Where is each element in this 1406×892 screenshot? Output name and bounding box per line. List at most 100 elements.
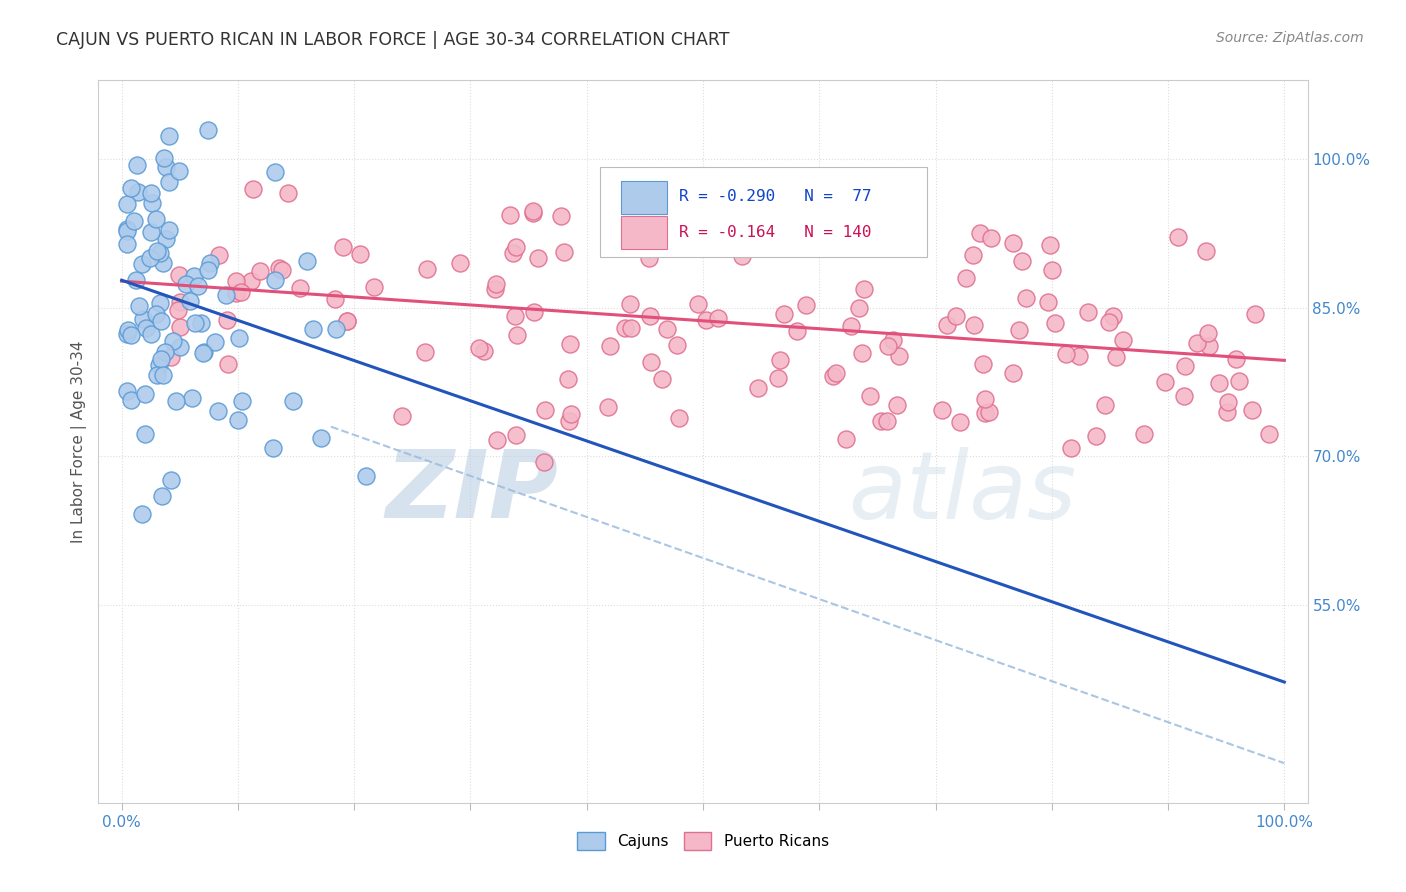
FancyBboxPatch shape bbox=[600, 167, 927, 257]
Point bbox=[165, 394, 187, 409]
Point bbox=[1258, 426, 1281, 441]
Point bbox=[534, 402, 557, 417]
Point bbox=[522, 206, 544, 220]
Point bbox=[150, 489, 173, 503]
Point bbox=[502, 245, 524, 260]
Point bbox=[1197, 326, 1219, 340]
Point bbox=[617, 199, 640, 213]
Point bbox=[523, 305, 546, 319]
Point bbox=[415, 345, 437, 359]
Point bbox=[208, 248, 231, 262]
Point bbox=[1014, 291, 1036, 305]
Point bbox=[157, 176, 180, 190]
Point bbox=[1174, 359, 1197, 373]
Point bbox=[533, 455, 555, 469]
Point bbox=[686, 297, 709, 311]
Point bbox=[1040, 262, 1063, 277]
Point bbox=[240, 274, 263, 288]
Point bbox=[557, 372, 579, 386]
Point bbox=[309, 432, 332, 446]
Point bbox=[949, 415, 972, 429]
Point bbox=[226, 412, 249, 426]
Point bbox=[264, 273, 287, 287]
Point bbox=[160, 473, 183, 487]
Point bbox=[731, 249, 754, 263]
Point bbox=[550, 209, 572, 223]
Point bbox=[157, 222, 180, 236]
Point bbox=[336, 314, 359, 328]
Point bbox=[325, 322, 347, 336]
Point bbox=[117, 323, 139, 337]
Point bbox=[217, 313, 239, 327]
Point bbox=[204, 334, 226, 349]
Point bbox=[125, 158, 148, 172]
Text: atlas: atlas bbox=[848, 447, 1077, 538]
Point bbox=[657, 322, 679, 336]
Point bbox=[1094, 398, 1116, 412]
Point bbox=[1227, 374, 1250, 388]
Point bbox=[1008, 323, 1031, 337]
Point bbox=[117, 326, 139, 341]
Point bbox=[869, 414, 891, 428]
Point bbox=[1043, 316, 1066, 330]
Point bbox=[1102, 310, 1125, 324]
Point bbox=[120, 181, 142, 195]
Point bbox=[184, 317, 207, 331]
Point bbox=[148, 358, 170, 372]
Point bbox=[979, 405, 1001, 419]
Point bbox=[882, 334, 904, 348]
Point bbox=[134, 426, 156, 441]
Point bbox=[886, 398, 908, 412]
Point bbox=[824, 366, 846, 380]
Point bbox=[666, 338, 689, 352]
Point bbox=[499, 208, 522, 222]
Point bbox=[1060, 441, 1083, 455]
Point bbox=[773, 307, 796, 321]
Point bbox=[1001, 366, 1024, 380]
Point bbox=[117, 197, 139, 211]
Legend: Cajuns, Puerto Ricans: Cajuns, Puerto Ricans bbox=[571, 826, 835, 856]
Point bbox=[215, 288, 238, 302]
Point bbox=[821, 368, 844, 383]
Point bbox=[391, 409, 413, 423]
Point bbox=[936, 318, 959, 333]
Point bbox=[779, 216, 801, 230]
Point bbox=[120, 393, 142, 408]
Point bbox=[207, 404, 229, 418]
Point bbox=[505, 240, 527, 254]
Point bbox=[155, 160, 177, 174]
Point bbox=[620, 321, 643, 335]
Point bbox=[766, 370, 789, 384]
Point bbox=[141, 186, 163, 201]
Point bbox=[200, 256, 222, 270]
Point bbox=[149, 352, 172, 367]
Point bbox=[1167, 230, 1189, 244]
Point bbox=[197, 122, 219, 136]
Point bbox=[128, 299, 150, 313]
Point bbox=[132, 312, 155, 326]
Point bbox=[269, 260, 291, 275]
Point bbox=[169, 340, 191, 354]
Point bbox=[141, 196, 163, 211]
Point bbox=[640, 310, 662, 324]
Point bbox=[146, 368, 169, 382]
Point bbox=[972, 357, 994, 371]
Point bbox=[264, 165, 287, 179]
Point bbox=[640, 354, 662, 368]
Point bbox=[1069, 349, 1091, 363]
Point bbox=[217, 357, 239, 371]
Point bbox=[599, 339, 621, 353]
Point bbox=[117, 384, 139, 399]
Point bbox=[560, 407, 582, 421]
Point bbox=[614, 320, 637, 334]
Point bbox=[162, 334, 184, 348]
Point bbox=[169, 319, 191, 334]
Point bbox=[141, 326, 163, 341]
Point bbox=[127, 186, 149, 200]
Point bbox=[117, 224, 139, 238]
Point bbox=[131, 257, 153, 271]
Point bbox=[242, 182, 264, 196]
Point bbox=[231, 285, 253, 300]
Point bbox=[249, 263, 271, 277]
Point bbox=[786, 324, 808, 338]
